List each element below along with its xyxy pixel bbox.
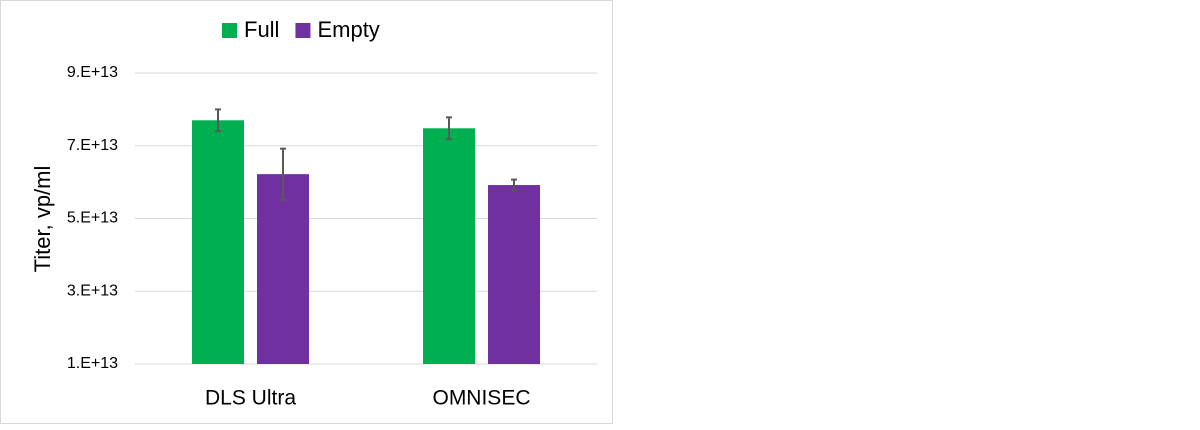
error-bar [446,116,452,141]
x-tick-label: DLS Ultra [205,387,296,410]
legend-swatch [222,23,237,38]
legend-label: Full [244,17,279,42]
x-tick-label: OMNISEC [432,387,530,410]
y-tick-label: 7.E+13 [67,137,118,154]
error-bar [215,108,221,133]
legend-label: Empty [317,17,379,42]
bar [192,120,244,364]
bar [257,174,309,364]
error-bar [280,147,286,201]
y-tick-label: 1.E+13 [67,355,118,372]
error-bar [511,178,517,192]
y-tick-label: 5.E+13 [67,210,118,227]
y-axis-label: Titer, vp/ml [30,166,55,273]
bar [423,128,475,364]
y-tick-label: 9.E+13 [67,64,118,81]
y-tick-label: 3.E+13 [67,282,118,299]
bar [488,185,540,364]
legend-swatch [295,23,311,38]
